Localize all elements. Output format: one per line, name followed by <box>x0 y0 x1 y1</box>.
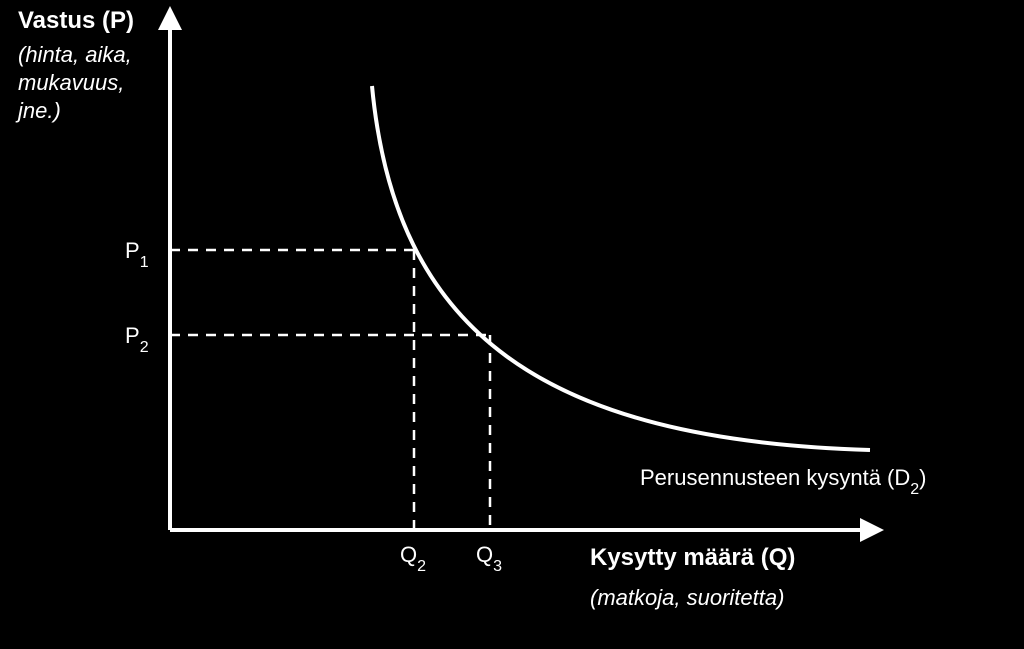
y-axis-subtitle-line-2: mukavuus, <box>18 70 124 95</box>
x-axis-arrow <box>860 518 884 542</box>
y-axis-arrow <box>158 6 182 30</box>
y-axis-subtitle-line-3: jne.) <box>15 98 61 123</box>
x-axis-title: Kysytty määrä (Q) <box>590 544 795 571</box>
demand-curve-label: Perusennusteen kysyntä (D2) <box>640 465 927 498</box>
p1-label: P1 <box>125 238 149 271</box>
demand-chart: Vastus (P) (hinta, aika, mukavuus, jne.)… <box>0 0 1024 649</box>
guide-p1-q2 <box>170 250 414 530</box>
q2-label: Q2 <box>400 542 426 575</box>
q3-label: Q3 <box>476 542 502 575</box>
y-axis-title: Vastus (P) <box>18 7 134 34</box>
guide-p2-q3 <box>170 335 490 530</box>
axes <box>158 6 884 542</box>
y-axis-subtitle-line-1: (hinta, aika, <box>18 42 132 67</box>
x-axis-subtitle: (matkoja, suoritetta) <box>590 585 784 610</box>
p2-label: P2 <box>125 323 149 356</box>
demand-curve <box>372 86 870 450</box>
